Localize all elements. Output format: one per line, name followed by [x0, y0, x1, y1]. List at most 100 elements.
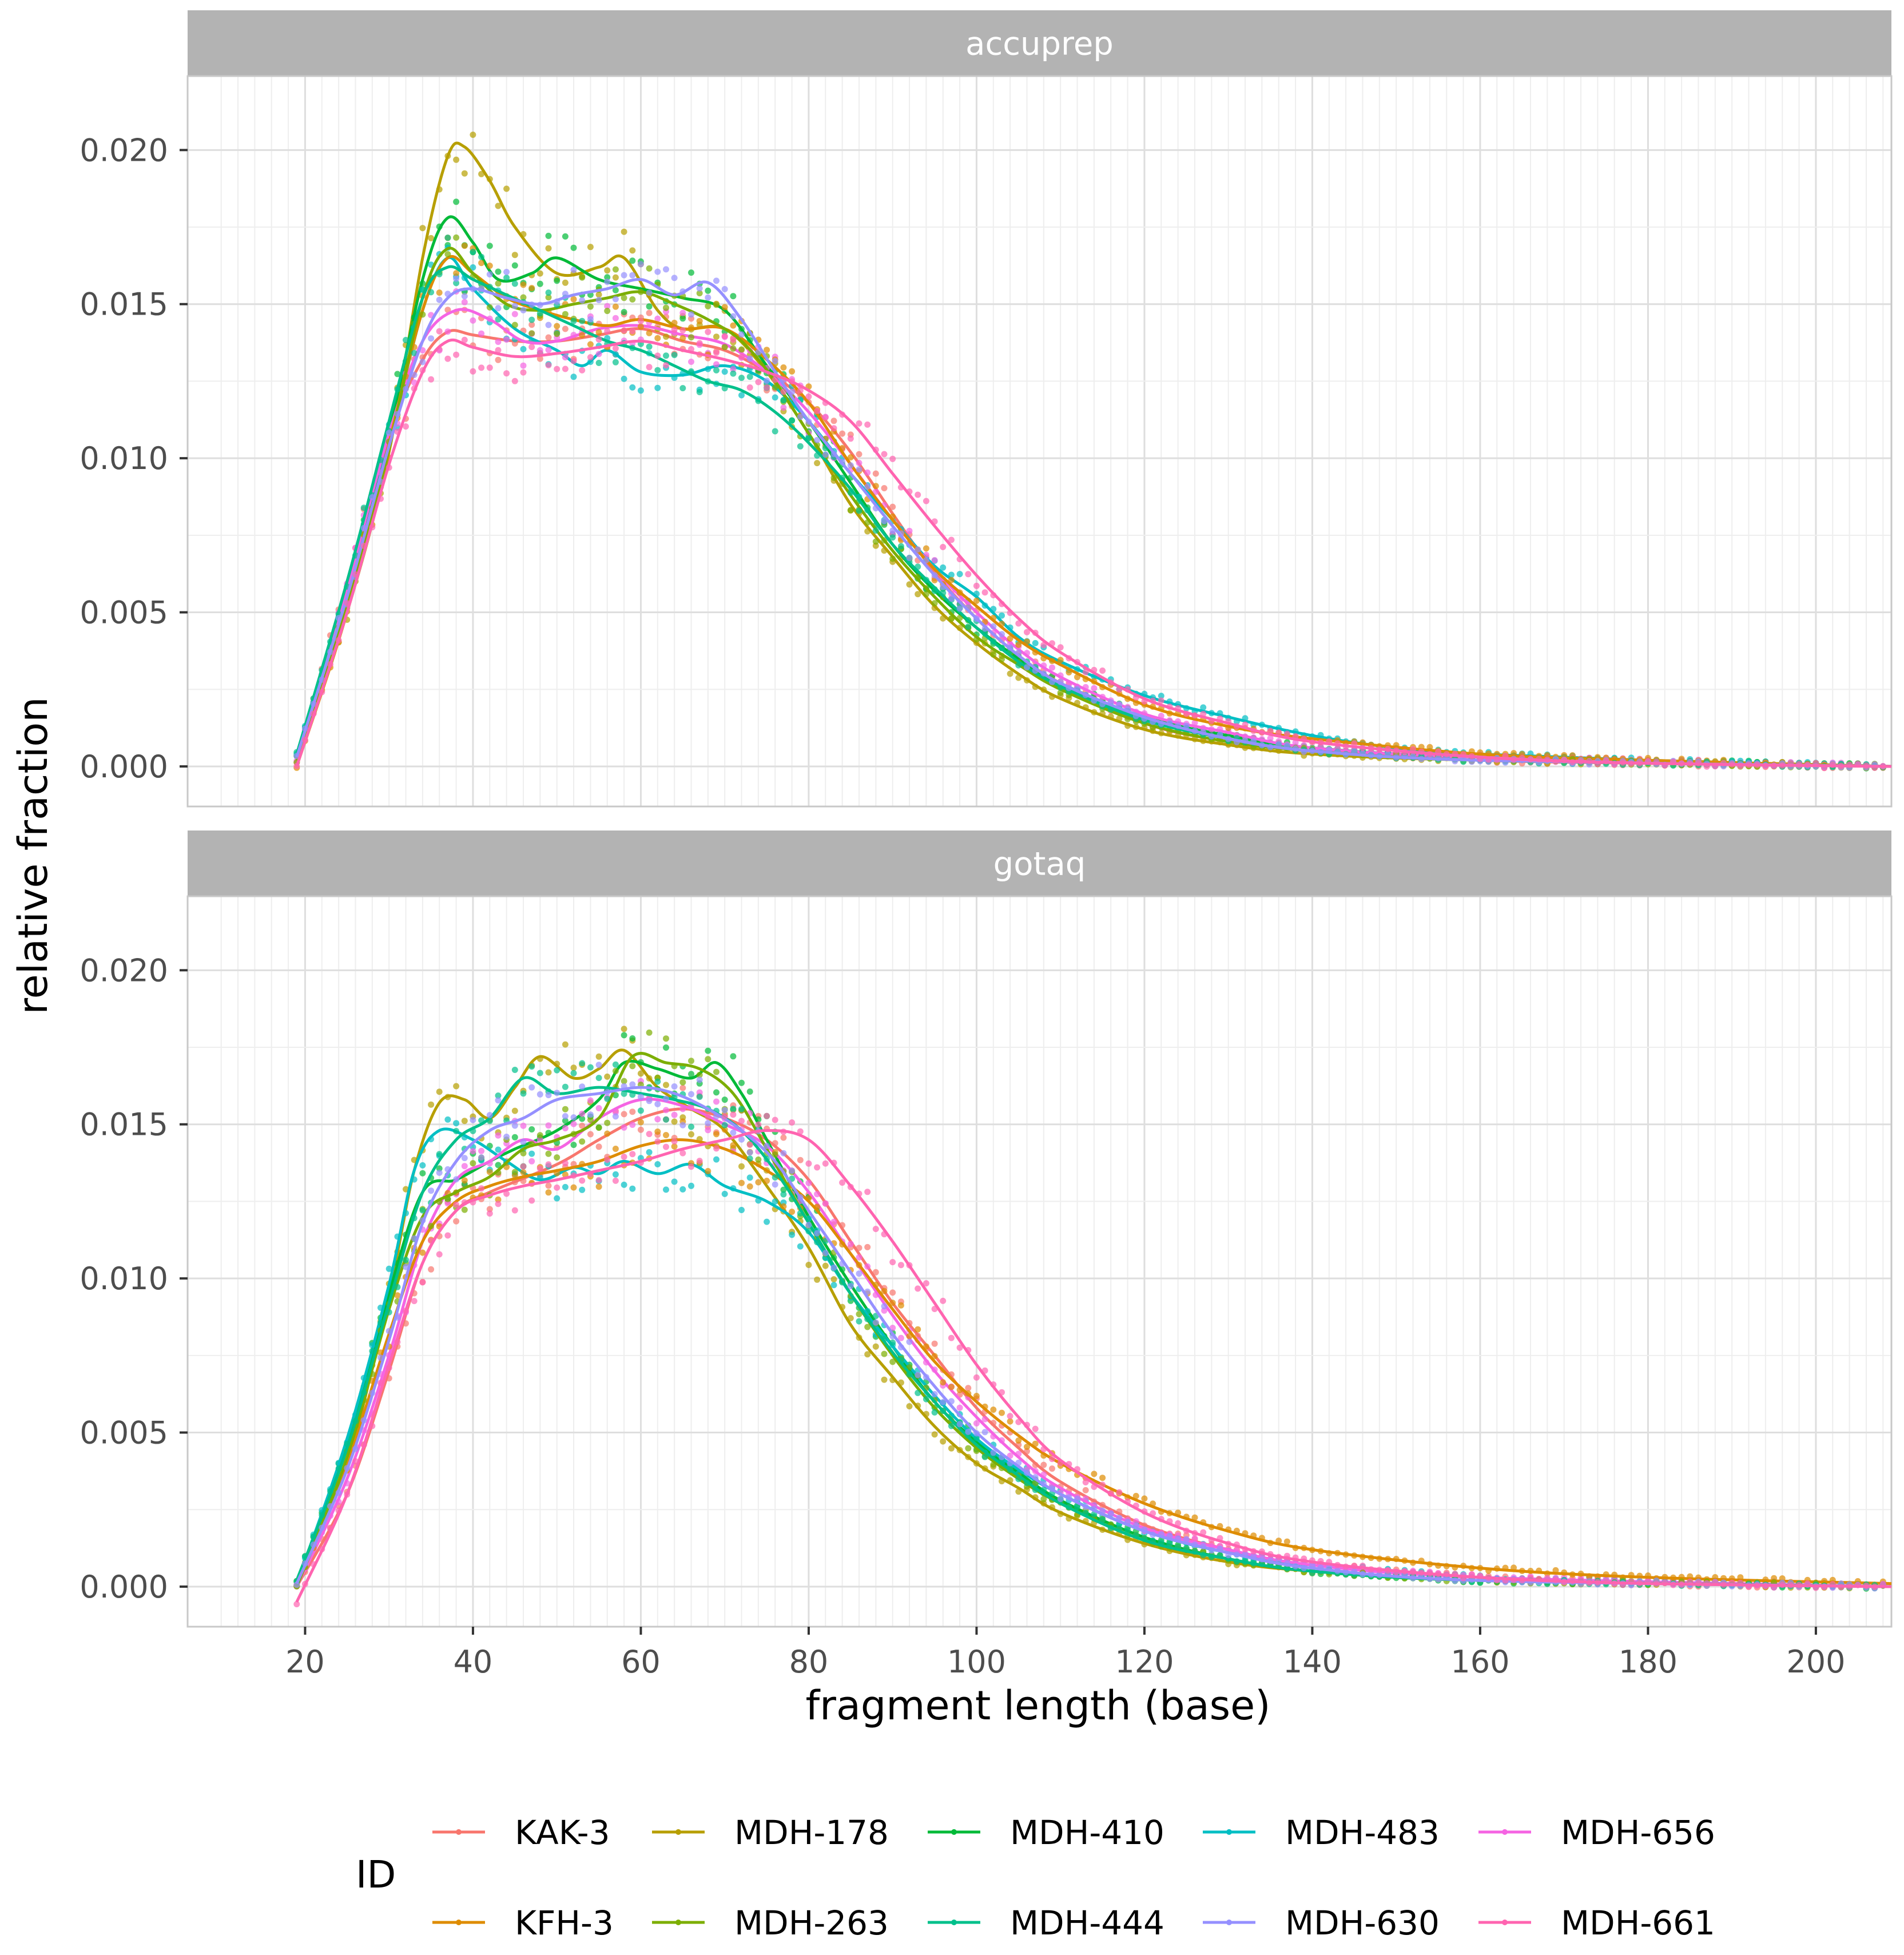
data-point [453, 1201, 460, 1208]
data-point [872, 1319, 879, 1326]
data-point [1132, 1493, 1139, 1499]
data-point [562, 325, 569, 332]
data-point [1158, 697, 1164, 704]
data-point [478, 1147, 485, 1154]
data-point [940, 1398, 947, 1405]
data-point [797, 387, 804, 394]
data-point [595, 336, 602, 343]
x-tick-label: 200 [1786, 1644, 1845, 1680]
data-point [595, 1143, 602, 1150]
data-point [780, 404, 787, 411]
data-point [830, 474, 837, 481]
data-point [721, 333, 728, 340]
data-point [780, 1150, 787, 1157]
data-point [545, 1189, 552, 1196]
data-point [419, 225, 426, 232]
data-point [1116, 1489, 1123, 1496]
data-point [637, 1119, 644, 1126]
data-point [1091, 1471, 1098, 1477]
data-point [688, 359, 694, 365]
data-point [654, 1161, 661, 1167]
data-point [637, 387, 644, 394]
data-point [528, 344, 535, 351]
data-point [730, 1142, 737, 1149]
data-point [889, 534, 896, 541]
data-point [453, 351, 460, 358]
data-point [486, 364, 493, 371]
y-tick-label: 0.015 [80, 1107, 168, 1143]
data-point [453, 1083, 460, 1090]
data-point [511, 1134, 518, 1141]
data-point [545, 347, 552, 353]
data-point [948, 1384, 955, 1390]
data-point [595, 291, 602, 298]
x-tick-label: 60 [621, 1644, 661, 1680]
data-point [562, 279, 569, 286]
data-point [663, 1143, 669, 1150]
data-point [772, 394, 778, 401]
data-point [461, 170, 468, 177]
data-point [864, 469, 871, 476]
data-point [478, 330, 485, 337]
data-point [999, 656, 1005, 663]
data-point [730, 365, 737, 372]
data-point [419, 1170, 426, 1177]
data-point [528, 1063, 535, 1070]
data-point [973, 1374, 980, 1381]
facet-strip [188, 831, 1891, 896]
data-point [755, 1179, 762, 1186]
data-point [428, 1101, 435, 1108]
data-point [814, 460, 821, 467]
data-point [931, 557, 938, 563]
data-point [461, 1118, 468, 1124]
data-point [889, 455, 896, 462]
data-point [646, 329, 653, 336]
data-point [545, 1069, 552, 1076]
data-point [705, 1114, 711, 1120]
data-point [713, 349, 720, 356]
data-point [453, 1120, 460, 1127]
data-point [1283, 730, 1290, 737]
data-point [721, 1126, 728, 1133]
data-point [872, 1343, 879, 1350]
data-point [822, 1200, 829, 1207]
data-point [948, 537, 955, 543]
data-point [654, 367, 661, 373]
data-point [881, 485, 888, 491]
data-point [520, 1122, 527, 1129]
data-point [889, 1339, 896, 1346]
data-point [604, 328, 611, 335]
data-point [587, 354, 594, 361]
data-point [570, 244, 577, 251]
facet-strip-label: accuprep [965, 26, 1114, 63]
data-point [797, 414, 804, 420]
data-point [470, 317, 476, 324]
data-point [545, 232, 552, 239]
legend-key-point [1502, 1829, 1508, 1835]
data-point [671, 1118, 678, 1125]
data-point [536, 280, 543, 287]
data-point [444, 235, 451, 241]
data-point [428, 289, 435, 296]
data-point [394, 371, 401, 378]
y-tick-label: 0.000 [80, 1569, 168, 1605]
facet-panel-accuprep: accuprep 0.000 0.005 0.010 0.015 0.020 [80, 10, 1893, 808]
data-point [889, 503, 896, 510]
facet-strip [188, 10, 1891, 76]
data-point [629, 1035, 636, 1042]
data-point [797, 1157, 804, 1163]
data-point [495, 202, 502, 209]
legend-title: ID [356, 1853, 396, 1897]
data-point [772, 376, 778, 383]
data-point [764, 1178, 770, 1184]
data-point [629, 296, 636, 303]
data-point [730, 1129, 737, 1136]
legend-label: MDH-661 [1561, 1904, 1715, 1942]
data-point [646, 1029, 653, 1036]
data-point [688, 1163, 694, 1170]
data-point [621, 1032, 627, 1039]
data-point [595, 1075, 602, 1082]
data-point [545, 1161, 552, 1168]
data-point [629, 1185, 636, 1192]
data-point [570, 1184, 577, 1191]
